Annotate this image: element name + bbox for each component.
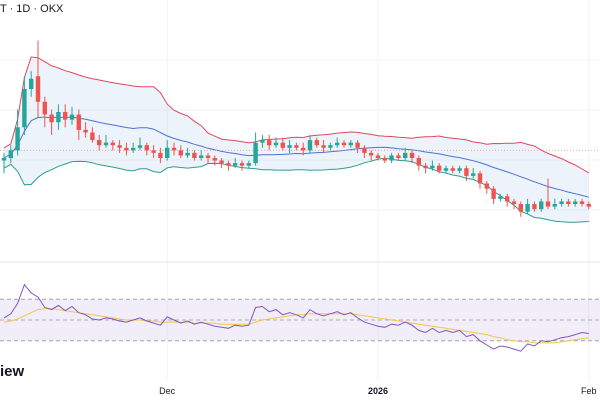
candle-body xyxy=(484,183,489,189)
watermark-text: iew xyxy=(0,363,25,380)
candle-body xyxy=(22,89,27,128)
candle-body xyxy=(15,127,20,151)
candle-body xyxy=(253,142,258,164)
candle-body xyxy=(294,145,299,148)
candle-body xyxy=(586,204,591,207)
candle-body xyxy=(348,142,353,146)
candle-body xyxy=(63,112,68,120)
candle-body xyxy=(382,158,387,161)
candle-body xyxy=(341,142,347,146)
candle-body xyxy=(56,112,61,123)
candle-body xyxy=(389,155,394,161)
candle-body xyxy=(260,140,265,143)
candle-body xyxy=(518,204,523,212)
candle-body xyxy=(559,201,564,204)
candle-body xyxy=(477,173,483,184)
candle-body xyxy=(192,152,197,158)
candle-body xyxy=(545,201,551,207)
candle-body xyxy=(566,201,571,204)
candle-body xyxy=(579,201,585,204)
candle-body xyxy=(103,142,109,146)
candle-body xyxy=(124,147,129,151)
candle-body xyxy=(8,150,13,158)
candle-body xyxy=(525,204,530,212)
x-axis-tick-label: Dec xyxy=(159,386,176,396)
candle-body xyxy=(511,201,517,204)
candle-body xyxy=(49,114,54,123)
rsi-line xyxy=(3,283,589,352)
candle-body xyxy=(267,140,272,146)
candle-body xyxy=(403,152,408,158)
candle-body xyxy=(362,147,367,153)
candle-body xyxy=(307,140,313,151)
bollinger-band-fill xyxy=(4,57,589,223)
candle-body xyxy=(90,132,95,141)
candle-body xyxy=(355,142,360,148)
candle-body xyxy=(280,142,285,148)
candle-body xyxy=(437,165,442,171)
candle-body xyxy=(226,163,231,166)
candle-body xyxy=(423,165,428,169)
candle-body xyxy=(416,158,421,166)
candle-body xyxy=(137,145,143,148)
candle-body xyxy=(131,147,136,151)
candle-body xyxy=(409,152,415,158)
candle-body xyxy=(328,145,333,148)
candle-body xyxy=(69,114,75,120)
candle-body xyxy=(464,168,469,176)
candle-body xyxy=(430,165,435,169)
candle-body xyxy=(144,145,149,151)
candle-body xyxy=(301,147,306,151)
candle-body xyxy=(505,196,510,202)
symbol-interval-exchange-label: T · 1D · OKX xyxy=(0,3,64,15)
candle-body xyxy=(498,196,503,199)
candle-body xyxy=(369,152,374,156)
rsi-band-background xyxy=(0,299,600,341)
candle-body xyxy=(443,168,449,171)
candle-body xyxy=(205,155,211,158)
candle-body xyxy=(35,76,41,102)
candle-body xyxy=(158,152,163,158)
candle-body xyxy=(450,168,455,171)
bollinger-basis-line xyxy=(3,116,589,198)
candle-body xyxy=(539,201,544,210)
candle-body xyxy=(573,201,578,204)
candle-body xyxy=(212,158,217,161)
candle-body xyxy=(233,163,238,166)
candle-body xyxy=(42,101,47,115)
candle-body xyxy=(110,142,115,146)
candle-body xyxy=(491,188,496,199)
candle-body xyxy=(178,150,183,156)
bollinger-upper-line xyxy=(3,56,590,174)
candle-body xyxy=(239,163,245,166)
x-axis-tick-label: Feb xyxy=(581,386,597,396)
bollinger-lower-line xyxy=(3,157,589,223)
candle-body xyxy=(1,158,7,161)
candle-body xyxy=(83,129,88,133)
candle-body xyxy=(185,152,190,156)
candle-body xyxy=(151,150,156,153)
candle-body xyxy=(29,78,34,89)
x-axis-tick-label: 2026 xyxy=(367,386,389,396)
candle-body xyxy=(97,140,102,146)
candle-body xyxy=(246,163,251,166)
candle-body xyxy=(117,145,122,148)
candle-body xyxy=(335,142,340,146)
candle-body xyxy=(199,155,204,158)
candle-body xyxy=(165,147,170,158)
candle-body xyxy=(471,173,476,176)
candle-body xyxy=(314,140,319,146)
candle-body xyxy=(375,155,381,158)
candle-body xyxy=(552,204,557,207)
candle-body xyxy=(532,204,537,210)
candle-body xyxy=(273,142,279,146)
candle-body xyxy=(287,145,292,148)
candle-body xyxy=(321,145,326,148)
candle-body xyxy=(171,147,177,151)
candle-body xyxy=(457,168,462,171)
candle-body xyxy=(76,114,81,130)
candle-body xyxy=(396,155,401,158)
candle-body xyxy=(219,160,224,164)
